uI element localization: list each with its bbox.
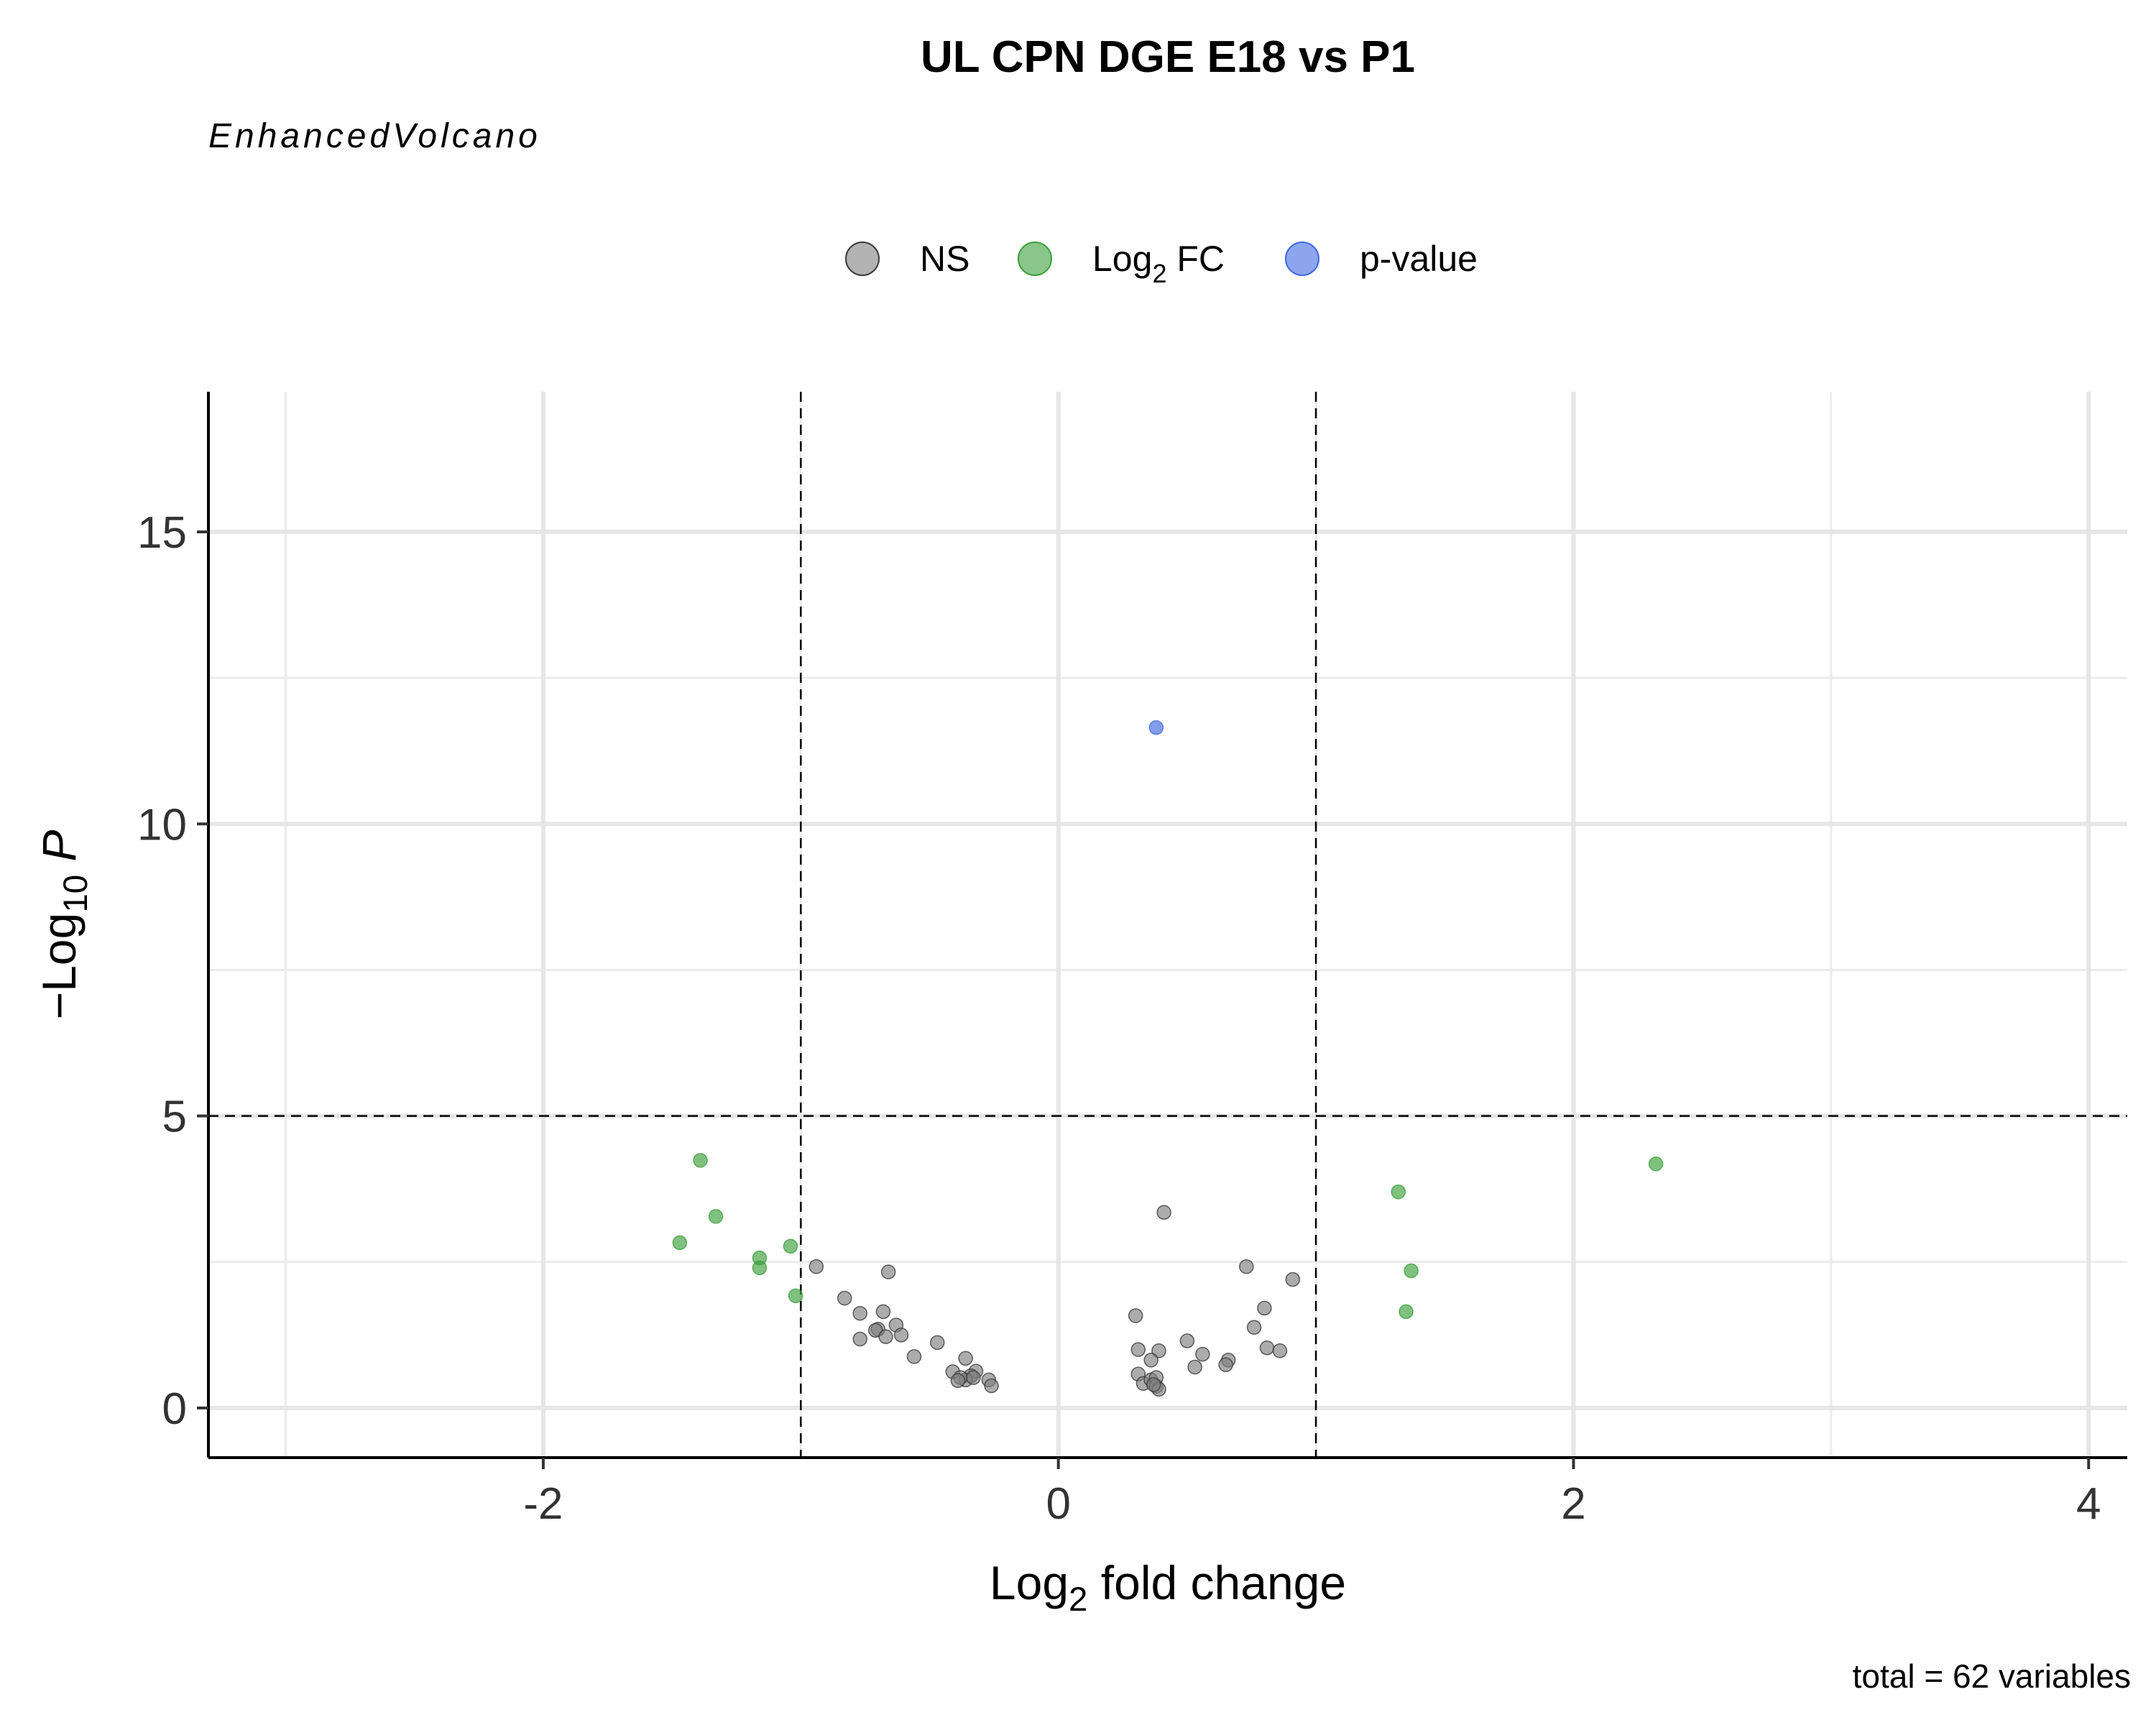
point-ns: [893, 1328, 909, 1343]
point-ns: [1179, 1333, 1195, 1348]
x-tick-label: 0: [1046, 1479, 1070, 1529]
point-ns: [808, 1259, 824, 1274]
point-ns: [958, 1351, 973, 1366]
y-tick-label: 10: [137, 800, 187, 850]
point-ns: [1285, 1271, 1301, 1287]
chart-title: UL CPN DGE E18 vs P1: [921, 32, 1415, 82]
gridlines: [208, 392, 2127, 1458]
data-points: [672, 719, 1664, 1397]
y-tick-label: 15: [137, 508, 187, 558]
point-ns: [1272, 1343, 1288, 1358]
y-tick-label: 0: [162, 1384, 187, 1434]
y-axis-title: −Log10 P: [32, 830, 95, 1020]
x-tick-label: -2: [523, 1479, 563, 1529]
point-ns: [1259, 1340, 1275, 1356]
point-ns: [984, 1378, 999, 1394]
subscript: 2: [1069, 1581, 1087, 1619]
cutoff-lines: [208, 392, 2127, 1458]
point-ns: [906, 1349, 922, 1364]
legend-key-p: [1285, 242, 1319, 276]
point-ns: [929, 1335, 945, 1351]
text-part: Log: [990, 1556, 1069, 1609]
x-axis-title: Log2 fold change: [990, 1556, 1346, 1619]
point-ns: [837, 1290, 852, 1306]
subscript: 2: [1152, 259, 1166, 288]
point-ns: [1146, 1377, 1161, 1392]
axes: -2 0 2 4 0 5 10 15: [137, 392, 2127, 1529]
text-part: P: [32, 830, 86, 875]
point-fc: [1391, 1184, 1406, 1200]
point-ns: [1239, 1259, 1254, 1274]
y-tick-label: 5: [162, 1092, 187, 1142]
point-ns: [878, 1329, 893, 1345]
text-part: FC: [1166, 239, 1225, 279]
text-part: fold change: [1087, 1556, 1346, 1609]
point-fc: [693, 1153, 708, 1168]
text-part: Log: [1092, 239, 1152, 279]
point-ns: [1257, 1300, 1272, 1316]
legend-key-ns: [845, 242, 880, 276]
x-tick-label: 4: [2076, 1479, 2101, 1529]
point-ns: [1156, 1205, 1171, 1220]
subscript: 10: [57, 875, 95, 913]
point-ns: [1187, 1359, 1202, 1375]
point-ns: [1130, 1342, 1146, 1357]
point-fc: [672, 1235, 688, 1251]
point-ns: [852, 1331, 867, 1347]
point-ns: [1128, 1308, 1143, 1323]
point-fc: [708, 1209, 724, 1224]
point-fc: [1648, 1156, 1664, 1172]
point-ns: [1195, 1346, 1210, 1362]
point-ns: [1246, 1320, 1262, 1335]
x-tick-label: 2: [1561, 1479, 1585, 1529]
point-p: [1148, 719, 1164, 735]
point-fc: [752, 1260, 768, 1276]
text-part: −Log: [32, 913, 86, 1020]
point-ns: [875, 1304, 891, 1320]
plot-area: -2 0 2 4 0 5 10 15: [137, 392, 2127, 1529]
point-ns: [852, 1306, 867, 1321]
legend: NS Log2 FC p-value: [845, 239, 1478, 288]
point-ns: [880, 1264, 896, 1279]
point-fc: [1399, 1304, 1414, 1320]
point-ns: [1218, 1357, 1233, 1373]
point-ns: [1143, 1353, 1158, 1368]
point-fc: [783, 1238, 798, 1254]
point-ns: [966, 1370, 981, 1385]
legend-label: p-value: [1360, 239, 1478, 279]
point-fc: [788, 1288, 803, 1304]
chart-subtitle: EnhancedVolcano: [208, 117, 541, 155]
point-ns: [950, 1373, 966, 1388]
point-fc: [1404, 1263, 1419, 1279]
legend-label: Log2 FC: [1092, 239, 1225, 288]
legend-label: NS: [920, 239, 969, 279]
legend-key-fc: [1018, 242, 1052, 276]
chart-caption: total = 62 variables: [1853, 1657, 2131, 1695]
